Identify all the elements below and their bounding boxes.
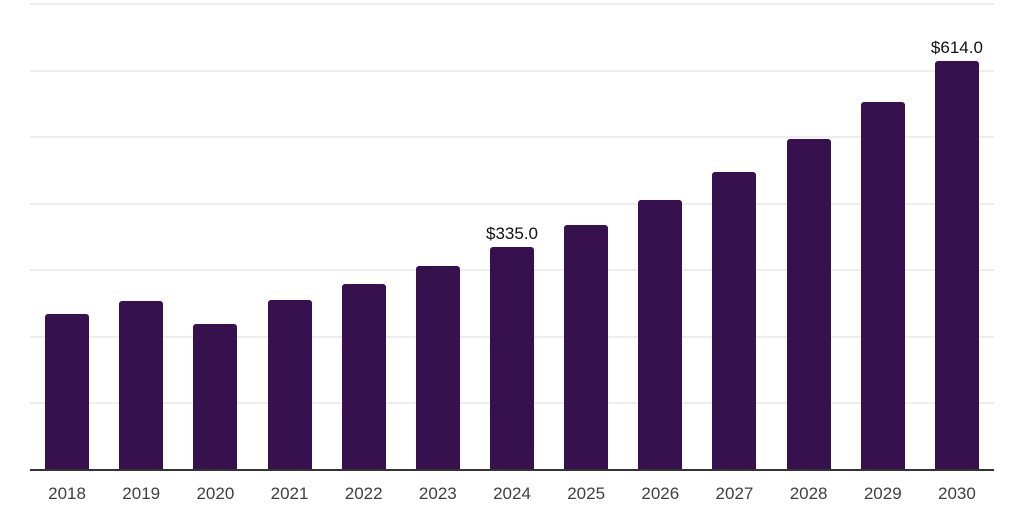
gridline-500: [30, 136, 994, 139]
bar-2019: [119, 300, 164, 470]
x-tick-label-2018: 2018: [48, 484, 86, 503]
gridline-400: [30, 202, 994, 205]
x-axis-line: [30, 469, 994, 471]
bar-2024: [490, 246, 534, 470]
bar-2021: [267, 299, 312, 470]
x-tick-label-2023: 2023: [418, 484, 457, 503]
gridline-700: [30, 3, 994, 5]
bar-2026: [638, 199, 683, 470]
value-label-2030: $614.0: [930, 38, 983, 58]
x-tick-label-2021: 2021: [270, 484, 309, 503]
x-tick-label-2024: 2024: [493, 484, 531, 503]
value-label-2024: $335.0: [486, 223, 538, 243]
bar-2030: [934, 61, 979, 470]
x-tick-label-2025: 2025: [567, 484, 606, 503]
bar-2025: [564, 225, 609, 470]
bar-2022: [341, 283, 386, 470]
x-tick-label-2028: 2028: [789, 484, 828, 503]
bar-2020: [193, 323, 238, 470]
bar-2018: [45, 313, 90, 470]
x-tick-label-2029: 2029: [863, 484, 902, 503]
gridline-600: [30, 69, 994, 72]
x-tick-label-2019: 2019: [122, 484, 161, 503]
bar-2023: [415, 266, 460, 470]
bar-2029: [860, 101, 905, 470]
bar-2028: [786, 139, 831, 470]
x-tick-label-2030: 2030: [938, 484, 976, 503]
x-tick-label-2022: 2022: [344, 484, 383, 503]
bar-2027: [712, 171, 757, 470]
x-tick-label-2026: 2026: [641, 484, 680, 503]
x-tick-label-2027: 2027: [715, 484, 754, 503]
x-tick-label-2020: 2020: [196, 484, 235, 503]
